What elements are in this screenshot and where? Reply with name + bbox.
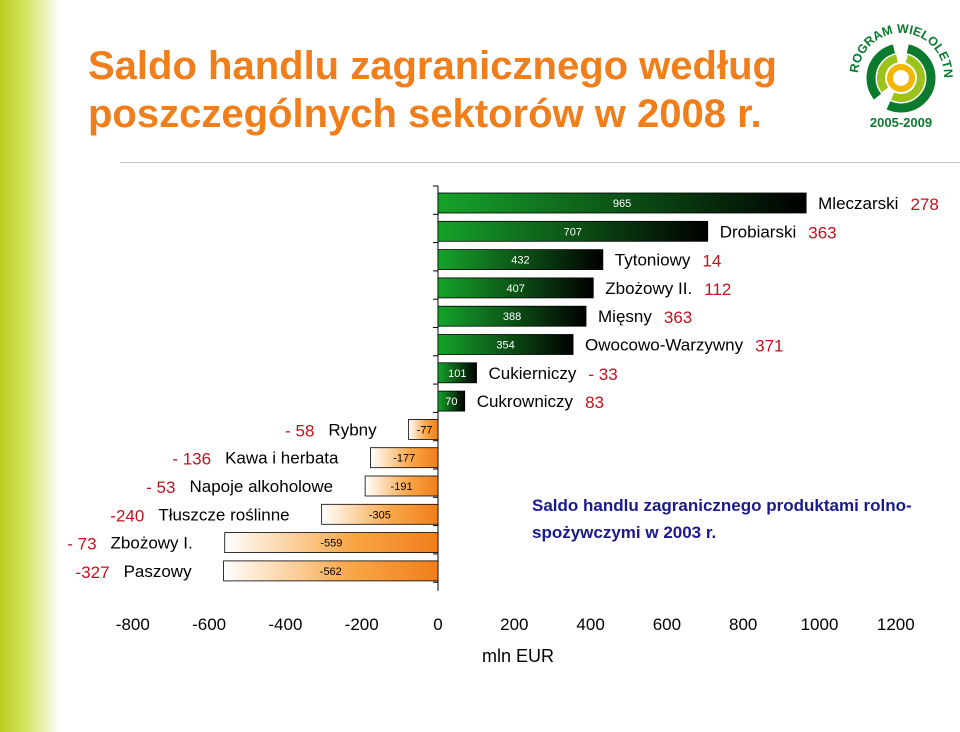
sector-label: Drobiarski <box>720 222 797 241</box>
program-logo: PROGRAM WIELOLETNI 2005-2009 <box>842 14 955 130</box>
x-axis-title: mln EUR <box>482 646 554 666</box>
sector-label: Rybny <box>328 420 377 439</box>
bar-12 <box>224 532 439 553</box>
value-2003-label: 83 <box>585 393 604 412</box>
bar-0 <box>437 192 807 214</box>
value-2003-label: -327 <box>76 563 110 582</box>
bar-10 <box>364 475 439 497</box>
x-tick-label: 400 <box>576 615 604 634</box>
bar-value-label: 354 <box>496 340 514 352</box>
sector-label: Owocowo-Warzywny <box>585 336 744 355</box>
value-2003-label: - 33 <box>588 365 617 384</box>
sector-label: Paszowy <box>124 562 193 581</box>
bar-6 <box>437 362 477 384</box>
value-2003-label: 363 <box>808 223 836 242</box>
bar-value-label: -562 <box>320 566 342 578</box>
sector-label: Napoje alkoholowe <box>189 477 333 496</box>
bar-1 <box>437 220 709 242</box>
value-2003-label: - 136 <box>172 450 211 469</box>
x-tick-label: 200 <box>500 615 528 634</box>
x-tick-label: -200 <box>345 615 379 634</box>
sector-label: Tłuszcze roślinne <box>158 505 289 524</box>
value-2003-label: 363 <box>664 308 692 327</box>
sector-label: Kawa i herbata <box>225 449 339 468</box>
x-tick-label: 800 <box>729 615 757 634</box>
sector-label: Cukrowniczy <box>477 392 574 411</box>
bar-13 <box>223 560 439 582</box>
decorative-side-band <box>0 0 60 732</box>
sector-label: Tytoniowy <box>615 251 691 270</box>
bar-value-label: -177 <box>393 453 415 465</box>
bar-value-label: 388 <box>503 311 521 323</box>
bar-value-label: 965 <box>613 198 631 210</box>
x-tick-label: -400 <box>268 615 302 634</box>
x-tick-label: 600 <box>653 615 681 634</box>
bar-value-label: -559 <box>320 538 342 550</box>
bar-7 <box>437 390 466 412</box>
bar-2 <box>437 249 604 271</box>
sector-label: Mięsny <box>598 307 652 326</box>
x-tick-label: -600 <box>192 615 226 634</box>
sector-label: Zbożowy II. <box>605 279 692 298</box>
value-2003-label: - 73 <box>67 535 96 554</box>
bar-value-label: 432 <box>511 255 529 267</box>
x-tick-label: 0 <box>433 615 442 634</box>
bar-8 <box>408 418 439 440</box>
bar-value-label: 70 <box>445 396 457 408</box>
sector-label: Cukierniczy <box>489 364 577 383</box>
bar-value-label: -305 <box>369 509 391 521</box>
x-tick-label: 1200 <box>877 615 915 634</box>
value-2003-label: 371 <box>755 337 783 356</box>
bar-9 <box>370 447 439 469</box>
value-2003-label: - 58 <box>285 421 314 440</box>
sector-label: Zbożowy I. <box>111 534 193 553</box>
bar-value-label: -191 <box>391 481 413 493</box>
sector-label: Mleczarski <box>818 194 898 213</box>
logo-years: 2005-2009 <box>870 115 932 130</box>
bar-value-label: 101 <box>448 368 466 380</box>
bar-value-label: 707 <box>564 226 582 238</box>
page-title: Saldo handlu zagranicznego według poszcz… <box>88 44 777 136</box>
bar-value-label: -77 <box>417 424 433 436</box>
bar-11 <box>321 503 439 525</box>
bar-3 <box>437 277 594 299</box>
value-2003-label: 278 <box>910 195 938 214</box>
value-2003-label: - 53 <box>146 478 175 497</box>
title-divider <box>120 162 960 163</box>
bar-4 <box>437 305 587 327</box>
bar-value-label: 407 <box>506 283 524 295</box>
value-2003-label: -240 <box>110 506 144 525</box>
chart-note-2003: Saldo handlu zagranicznego produktami ro… <box>532 496 912 542</box>
bar-5 <box>437 334 574 355</box>
value-2003-label: 14 <box>702 252 721 271</box>
value-2003-label: 112 <box>704 280 731 299</box>
x-tick-label: 1000 <box>801 615 839 634</box>
x-tick-label: -800 <box>116 615 150 634</box>
